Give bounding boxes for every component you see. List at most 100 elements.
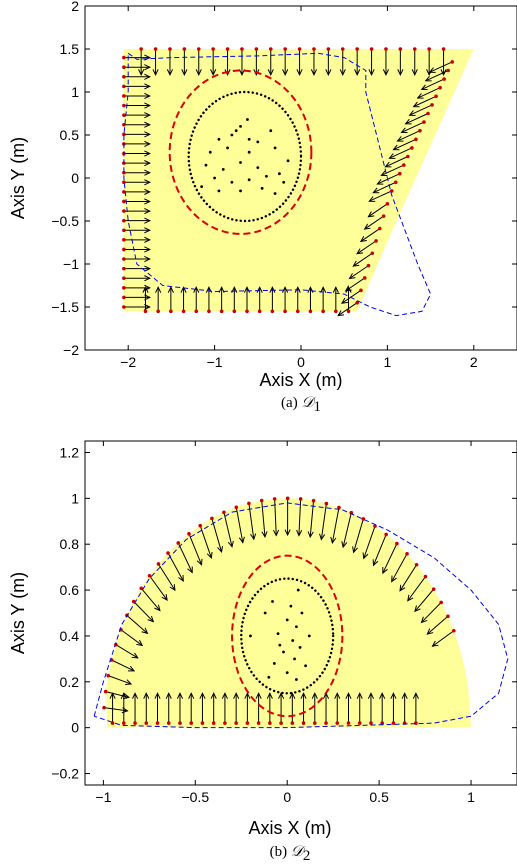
field-arrow-head bbox=[294, 286, 301, 293]
field-arrow bbox=[165, 692, 172, 725]
field-arrow-shaft bbox=[342, 512, 352, 548]
field-arrow-origin-point bbox=[337, 505, 341, 510]
field-arrow-origin-point bbox=[102, 705, 106, 710]
y-tick-label: 1 bbox=[71, 490, 79, 506]
field-arrow bbox=[122, 112, 151, 119]
outer-ellipse bbox=[168, 69, 313, 235]
field-arrow bbox=[319, 501, 329, 541]
field-arrow-shaft bbox=[373, 181, 396, 194]
field-arrow-head bbox=[282, 286, 289, 293]
field-arrow-shaft bbox=[349, 265, 369, 279]
sample-point bbox=[289, 604, 293, 608]
sample-point bbox=[217, 137, 221, 141]
field-arrow-shaft bbox=[126, 614, 148, 634]
field-arrow bbox=[414, 587, 436, 613]
plot-b-caption-sub: 2 bbox=[303, 848, 311, 864]
field-arrow-origin-point bbox=[355, 300, 359, 305]
field-arrow-origin-point bbox=[369, 721, 373, 725]
field-arrow bbox=[259, 498, 268, 539]
field-arrow bbox=[181, 47, 188, 76]
field-arrow bbox=[372, 180, 398, 194]
field-arrow bbox=[289, 692, 296, 725]
field-arrow bbox=[392, 137, 418, 151]
region-polygon bbox=[123, 49, 474, 312]
y-tick-label: 0.6 bbox=[60, 582, 80, 598]
field-arrow bbox=[368, 47, 375, 76]
field-arrow-origin-point bbox=[234, 505, 239, 510]
field-arrow bbox=[238, 47, 246, 76]
field-arrow-origin-point bbox=[381, 214, 386, 218]
sample-point bbox=[249, 634, 252, 638]
sample-point bbox=[265, 174, 268, 178]
field-arrow-head bbox=[344, 285, 352, 292]
field-arrow-origin-point bbox=[139, 47, 143, 51]
field-arrow-head bbox=[224, 69, 231, 76]
sample-point bbox=[200, 185, 204, 189]
sample-point bbox=[239, 189, 242, 193]
field-arrow bbox=[122, 217, 151, 224]
field-arrow-head bbox=[144, 121, 151, 128]
plot-a-xlabel: Axis X (m) bbox=[260, 370, 343, 390]
field-arrow-head bbox=[311, 692, 318, 699]
field-arrow-head bbox=[372, 559, 379, 567]
field-arrow bbox=[143, 692, 150, 725]
field-arrow-shaft bbox=[421, 78, 445, 90]
field-arrow bbox=[431, 628, 456, 647]
field-arrow bbox=[122, 102, 151, 109]
field-arrow-head bbox=[368, 69, 375, 76]
field-arrow-shaft bbox=[421, 602, 442, 623]
field-arrow-origin-point bbox=[326, 47, 331, 51]
field-arrow-origin-point bbox=[139, 586, 144, 591]
field-arrow-origin-point bbox=[166, 721, 171, 725]
field-arrow bbox=[388, 146, 414, 159]
field-arrow-origin-point bbox=[210, 516, 214, 521]
field-arrow bbox=[210, 47, 217, 76]
field-arrow-shaft bbox=[427, 615, 449, 635]
field-arrow-origin-point bbox=[211, 47, 215, 51]
field-arrow-origin-point bbox=[359, 288, 363, 293]
field-arrow-head bbox=[143, 692, 150, 699]
field-arrow-origin-point bbox=[189, 721, 194, 725]
field-arrow-head bbox=[154, 604, 161, 612]
sample-point bbox=[256, 140, 260, 144]
field-arrow-head bbox=[412, 101, 420, 108]
field-arrow bbox=[359, 226, 382, 243]
field-arrow bbox=[147, 573, 168, 601]
field-arrow bbox=[234, 505, 245, 544]
plot-a-samples bbox=[200, 118, 290, 195]
field-arrow-shaft bbox=[261, 500, 266, 537]
field-arrow-head bbox=[284, 529, 291, 537]
field-arrow-head bbox=[396, 136, 404, 142]
field-arrow-head bbox=[131, 652, 139, 659]
field-arrow-origin-point bbox=[397, 171, 402, 176]
plot-a-ylabel: Axis Y (m) bbox=[8, 137, 28, 219]
field-arrow bbox=[282, 47, 289, 76]
field-arrow-origin-point bbox=[207, 309, 211, 314]
field-arrow bbox=[420, 600, 443, 624]
field-arrow bbox=[344, 276, 367, 292]
field-arrow bbox=[348, 263, 371, 280]
field-arrow-origin-point bbox=[335, 721, 340, 725]
field-arrow bbox=[166, 551, 184, 582]
field-arrow-origin-point bbox=[122, 55, 126, 60]
field-arrow-origin-point bbox=[245, 721, 250, 725]
field-arrow bbox=[122, 73, 151, 80]
field-arrow-origin-point bbox=[283, 47, 287, 51]
field-arrow-shaft bbox=[391, 553, 408, 582]
field-arrow-origin-point bbox=[122, 305, 126, 309]
field-arrow bbox=[311, 692, 318, 725]
field-arrow-origin-point bbox=[122, 228, 126, 233]
field-arrow-head bbox=[128, 665, 136, 672]
plot-a: −2 −1 0 1 2−2−1.5−1−0.500.511.52 Axis X (m) … bbox=[8, 0, 517, 415]
field-arrow-origin-point bbox=[256, 721, 261, 725]
field-arrow-head bbox=[188, 692, 195, 699]
field-arrow-head bbox=[408, 110, 416, 116]
field-arrow-origin-point bbox=[122, 721, 126, 725]
field-arrow-head bbox=[404, 118, 412, 125]
field-arrow-origin-point bbox=[414, 721, 418, 725]
field-arrow-head bbox=[407, 594, 414, 602]
field-arrow-head bbox=[354, 69, 361, 76]
field-arrow-shaft bbox=[381, 164, 405, 176]
field-arrow-origin-point bbox=[438, 85, 442, 90]
field-arrow-head bbox=[144, 265, 151, 272]
